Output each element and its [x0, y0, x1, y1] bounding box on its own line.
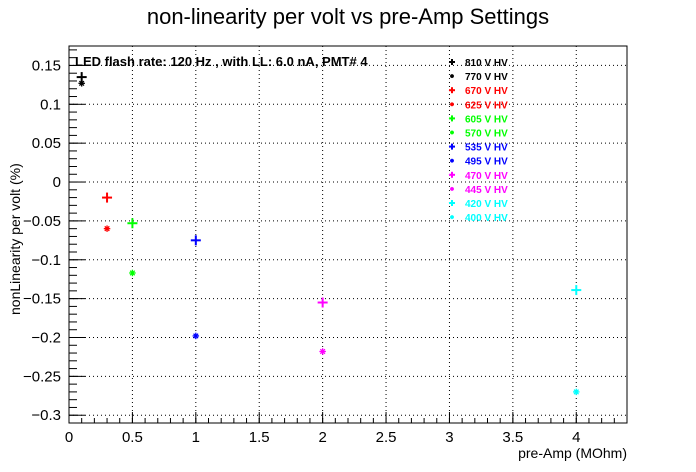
- x-tick-label: 0: [65, 429, 73, 446]
- legend-marker: [449, 59, 455, 65]
- legend-label: 495 V HV: [465, 157, 508, 168]
- legend-marker: [450, 215, 454, 220]
- legend-label: 770 V HV: [465, 72, 508, 83]
- data-point: [102, 192, 113, 203]
- data-point: [573, 388, 580, 396]
- y-tick-label: −0.2: [31, 329, 61, 346]
- legend-marker: [449, 171, 455, 178]
- data-point: [571, 285, 582, 296]
- y-tick-label: −0.3: [31, 407, 61, 424]
- legend-marker: [450, 186, 454, 191]
- legend-marker: [449, 200, 455, 206]
- data-point: [192, 332, 200, 340]
- tick-labels: 0 0.5 1 1.5 2 2.5 3 3.5 4 0.15 0.1 0.05 0 −0.05 −0.1 −0…: [23, 57, 580, 446]
- x-tick-label: 3: [445, 429, 453, 446]
- x-tick-label: 1: [192, 429, 200, 446]
- axis-ticks: [68, 49, 628, 424]
- y-axis-label: nonLinearity per volt (%): [7, 163, 23, 315]
- chart-title: non-linearity per volt vs pre-Amp Settin…: [147, 4, 549, 29]
- y-tick-label: 0.05: [32, 135, 61, 152]
- legend-label: 470 V HV: [465, 171, 508, 182]
- run-annotation: LED flash rate: 120 Hz , with LL: 6.0 nA…: [75, 54, 368, 69]
- x-axis-label: pre-Amp (MOhm): [518, 445, 627, 461]
- data-point: [317, 297, 328, 308]
- grid-lines: [69, 46, 627, 423]
- y-tick-label: −0.1: [31, 252, 61, 269]
- y-tick-label: 0.1: [40, 96, 61, 113]
- y-tick-label: 0: [53, 174, 61, 191]
- y-tick-label: −0.15: [23, 291, 61, 308]
- x-tick-label: 1.5: [249, 429, 270, 446]
- legend-label: 420 V HV: [465, 199, 508, 210]
- y-tick-label: −0.05: [23, 213, 61, 230]
- y-tick-label: 0.15: [32, 57, 61, 74]
- data-point: [78, 80, 85, 87]
- legend-label: 605 V HV: [465, 114, 508, 125]
- data-points: [76, 72, 582, 396]
- data-point: [103, 225, 111, 232]
- legend-label: 445 V HV: [465, 185, 508, 196]
- legend-marker: [449, 143, 455, 150]
- legend-label: 570 V HV: [465, 129, 508, 140]
- legend-marker: [450, 102, 454, 107]
- legend-label: 625 V HV: [465, 100, 508, 111]
- y-tick-label: −0.25: [23, 368, 61, 385]
- x-tick-label: 2: [318, 429, 326, 446]
- x-tick-label: 3.5: [502, 429, 523, 446]
- data-point: [319, 348, 326, 355]
- legend-marker: [450, 158, 454, 163]
- data-point: [127, 218, 138, 229]
- legend-marker: [450, 130, 454, 135]
- plot-frame: [68, 45, 628, 424]
- data-point: [129, 269, 136, 277]
- legend-label: 810 V HV: [465, 58, 508, 69]
- data-point: [190, 235, 201, 246]
- legend-label: 400 V HV: [465, 213, 508, 224]
- legend-marker: [449, 87, 455, 94]
- legend-label: 535 V HV: [465, 143, 508, 154]
- x-tick-label: 4: [572, 429, 580, 446]
- legend-marker: [449, 115, 455, 122]
- legend-label: 670 V HV: [465, 86, 508, 97]
- x-tick-label: 0.5: [122, 429, 143, 446]
- x-tick-label: 2.5: [376, 429, 397, 446]
- legend-marker: [450, 74, 454, 79]
- legend: 810 V HV 770 V HV 670 V HV 625 V HV 605 V HV…: [449, 58, 508, 224]
